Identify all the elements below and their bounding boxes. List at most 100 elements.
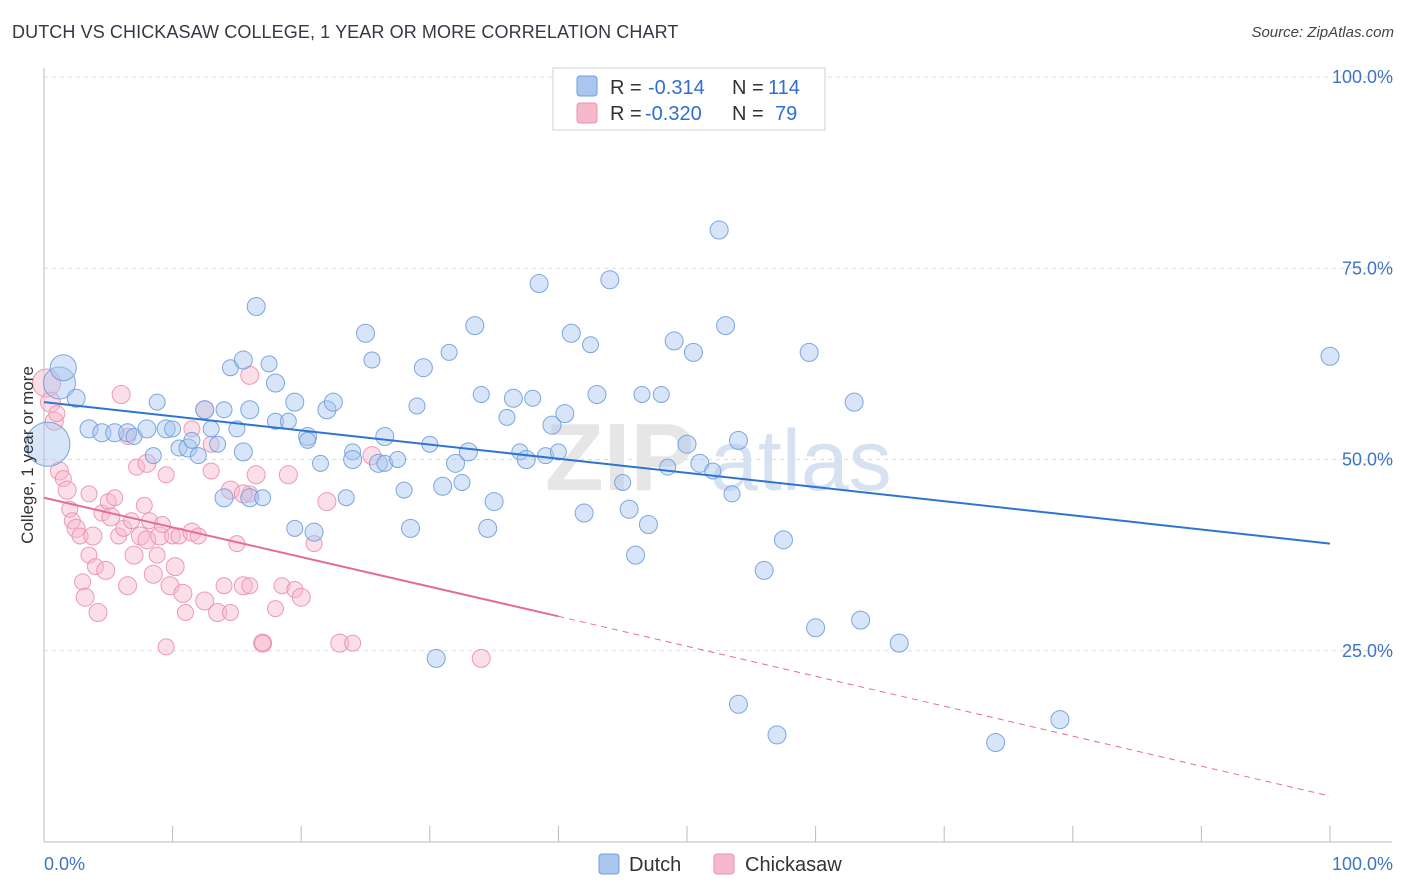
dutch-point: [279, 412, 297, 430]
dutch-point: [214, 488, 234, 508]
dutch-trend-line: [43, 401, 1331, 545]
dutch-point: [215, 401, 233, 419]
chickasaw-point: [241, 577, 259, 595]
chickasaw-point: [208, 603, 228, 622]
dutch-point: [323, 392, 343, 412]
dutch-point: [209, 435, 227, 453]
chickasaw-point: [362, 446, 382, 466]
dutch-point: [716, 316, 736, 336]
dutch-point: [401, 518, 421, 538]
dutch-point: [426, 648, 446, 668]
dutch-point: [458, 442, 478, 462]
dutch-point: [233, 442, 253, 462]
dutch-point: [246, 297, 266, 316]
dutch-point: [356, 323, 375, 343]
chickasaw-point: [66, 518, 86, 538]
dutch-point: [484, 492, 504, 512]
dutch-point: [633, 385, 651, 403]
chickasaw-point: [278, 465, 298, 485]
chickasaw-point: [291, 587, 311, 607]
dutch-point: [453, 473, 471, 491]
chickasaw-point: [128, 458, 146, 476]
chickasaw-point: [143, 564, 163, 584]
dutch-point: [516, 450, 536, 469]
chickasaw-point: [150, 526, 170, 546]
y-tick-label: 25.0%: [1342, 641, 1393, 661]
dutch-point: [25, 421, 71, 467]
dutch-point: [844, 392, 864, 412]
chickasaw-point: [254, 634, 272, 652]
chickasaw-point: [233, 576, 253, 596]
chickasaw-point: [176, 604, 194, 621]
dutch-point: [285, 392, 305, 412]
dutch-point: [254, 489, 272, 507]
dutch-point: [433, 476, 453, 496]
dutch-point: [638, 515, 658, 535]
trend-lines: [43, 401, 1331, 797]
dutch-point: [664, 331, 684, 351]
chickasaw-point: [215, 577, 233, 595]
chickasaw-point: [122, 512, 140, 530]
chickasaw-point: [202, 435, 220, 453]
dutch-point: [260, 355, 278, 373]
dutch-point: [42, 366, 76, 400]
dutch-point: [626, 545, 646, 565]
dutch-point: [542, 415, 562, 435]
chickasaw-point: [71, 527, 89, 545]
dutch-point: [806, 618, 826, 638]
chickasaw-point: [96, 560, 116, 580]
dutch-point: [600, 270, 620, 290]
dutch-point: [368, 453, 388, 473]
dutch-point: [723, 485, 741, 503]
chickasaw-point: [344, 634, 362, 652]
chickasaw-point: [157, 638, 175, 656]
dutch-point: [1320, 346, 1340, 366]
dutch-point: [889, 633, 909, 653]
dutch-point: [240, 488, 260, 508]
bottom-legend: Dutch Chickasaw: [598, 853, 842, 876]
source-label: Source: ZipAtlas.com: [1251, 24, 1394, 41]
dutch-point: [498, 408, 516, 426]
legend-chickasaw-label: Chickasaw: [745, 854, 842, 876]
chickasaw-point: [57, 480, 77, 500]
chickasaw-point: [266, 600, 284, 618]
dutch-point: [709, 220, 729, 240]
stats-legend-dutch-swatch: [576, 75, 598, 97]
chickasaw-point: [220, 480, 240, 500]
dutch-point: [376, 454, 394, 472]
dutch-point: [773, 530, 793, 550]
dutch-point: [304, 522, 324, 542]
dutch-point: [202, 420, 220, 438]
dutch-point: [195, 400, 215, 420]
dutch-point: [728, 430, 748, 450]
dutch-point: [549, 443, 567, 461]
dutch-point: [574, 503, 594, 523]
dutch-point: [183, 431, 201, 449]
dutch-point: [363, 351, 381, 369]
chickasaw-point: [189, 527, 207, 545]
chickasaw-point: [195, 591, 215, 611]
chickasaw-point: [273, 577, 291, 595]
chickasaw-point: [118, 576, 138, 596]
chickasaw-point: [48, 405, 66, 423]
dutch-point: [156, 419, 176, 439]
chickasaw-point: [80, 485, 98, 503]
dutch-point: [344, 443, 362, 461]
dutch-point: [465, 316, 485, 336]
chickasaw-point: [135, 496, 153, 514]
x-tick-label: 100.0%: [1332, 854, 1393, 874]
dutch-point: [148, 393, 166, 411]
chickasaw-point: [246, 465, 266, 485]
dutch-point: [690, 453, 710, 473]
dutch-point: [561, 323, 581, 343]
legend-chickasaw-swatch: [713, 853, 735, 875]
dutch-point: [503, 388, 523, 408]
chickasaw-point: [124, 545, 144, 565]
dutch-point: [337, 489, 355, 507]
dutch-point: [728, 694, 748, 714]
dutch-point: [1050, 710, 1070, 730]
stats-legend-box: [552, 67, 826, 131]
chickasaw-point: [253, 633, 273, 653]
dutch-point: [266, 412, 284, 430]
